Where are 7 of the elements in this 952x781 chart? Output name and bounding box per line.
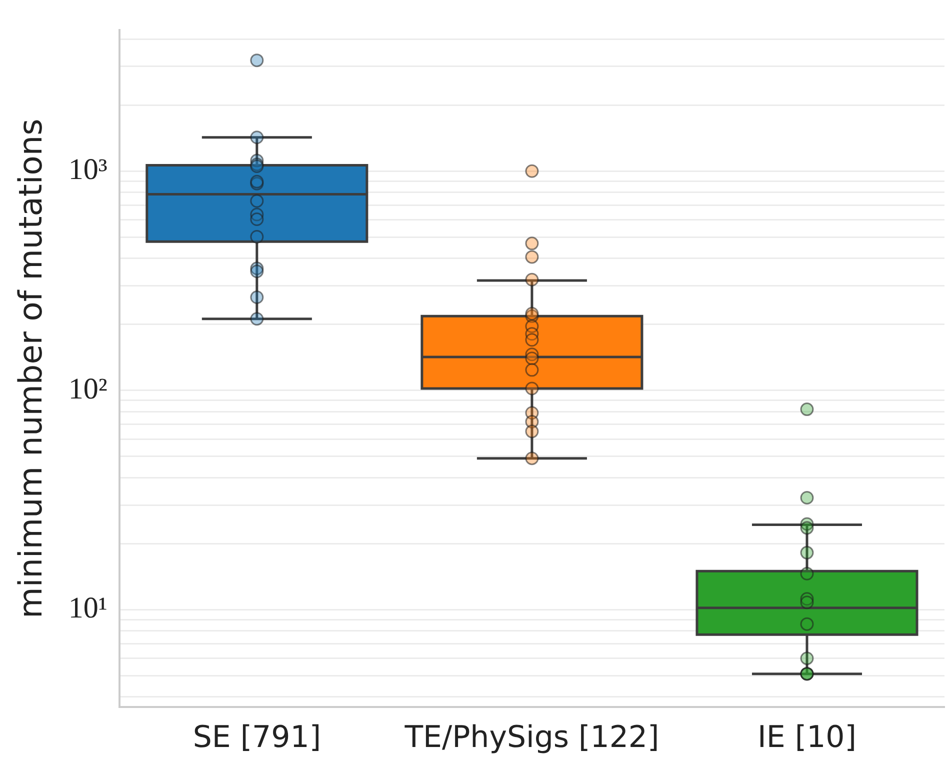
x-tick-label: SE [791] [192, 720, 322, 755]
y-tick-label: 10¹ [68, 592, 108, 625]
y-tick-label: 10² [68, 372, 108, 406]
x-tick-label: TE/PhySigs [122] [404, 720, 660, 755]
x-tick-label: IE [10] [758, 720, 856, 755]
y-axis-title: minimum number of mutations [12, 118, 50, 618]
y-tick-label: 10³ [68, 152, 108, 186]
